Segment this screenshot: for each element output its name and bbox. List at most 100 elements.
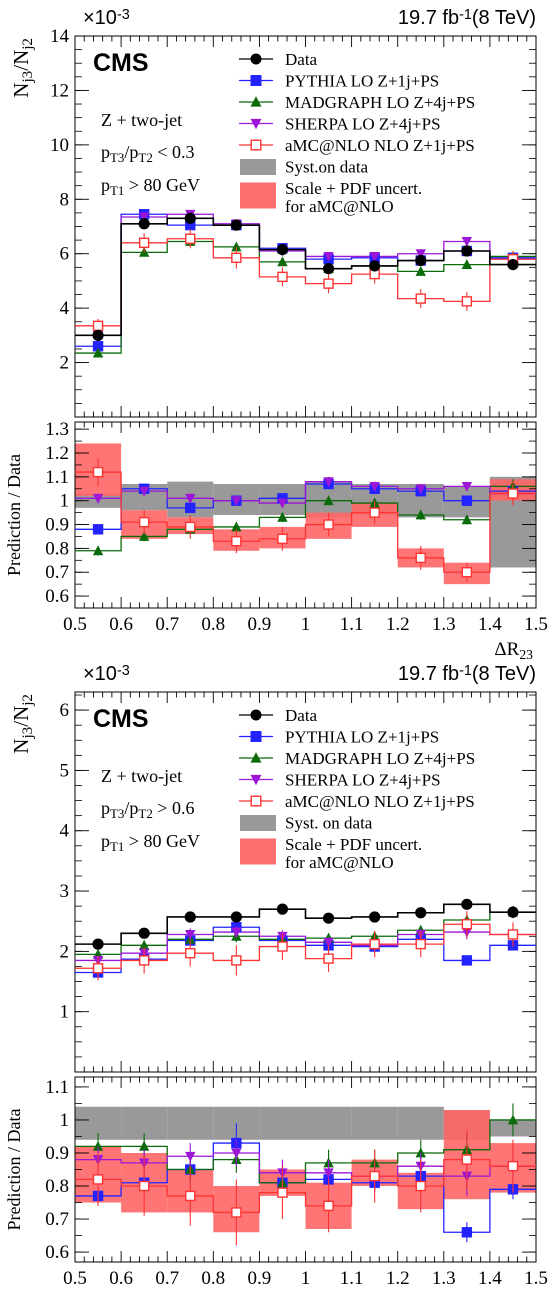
legend-marker-sherpa xyxy=(250,774,262,786)
sherpa-point xyxy=(461,237,473,247)
cut-p: p xyxy=(101,142,110,162)
axis-exponent: ×10-3 xyxy=(83,7,130,29)
pythia-point xyxy=(461,955,473,966)
y-tick-label: 1.2 xyxy=(45,443,69,464)
x-tick-label: 1.5 xyxy=(524,614,548,635)
syst-band xyxy=(305,1106,352,1140)
legend-label-amcnlo: aMC@NLO NLO Z+1j+PS xyxy=(285,136,475,155)
x-tick-label: 0.6 xyxy=(109,614,133,635)
y-tick-label: 0.7 xyxy=(45,562,69,583)
y-tick-label: 0.7 xyxy=(45,1209,69,1230)
amcnlo-point xyxy=(507,488,519,499)
ratio-cut-label: pT3/pT2 > 0.6 xyxy=(101,798,194,821)
x-tick-label: 0.7 xyxy=(155,614,179,635)
ylabel-sub: j2 xyxy=(20,694,36,707)
ylabel-div: /N xyxy=(9,706,33,727)
ylabel-n: N xyxy=(9,83,33,98)
bottom-main-panel: 1 2 3 4 5 6 ×10-3 19.7 fb-1(8 TeV) Nj3/Nj2 CMS Z +… xyxy=(9,663,537,1073)
x-tick-label: 1.1 xyxy=(340,614,364,635)
amcnlo-point xyxy=(185,1190,196,1202)
data-point xyxy=(184,212,196,224)
legend-swatch-scale_band xyxy=(240,838,276,865)
amcnlo-point xyxy=(92,1174,104,1185)
legend-label-syst: Syst. on data xyxy=(285,814,373,833)
x-tick-label: 0.9 xyxy=(248,1268,272,1289)
x-tick-label: 1 xyxy=(301,614,311,635)
data-point xyxy=(138,927,150,939)
data-point xyxy=(507,906,519,918)
y-axis-title: Nj3/Nj2 xyxy=(9,694,36,754)
amcnlo-histogram-line xyxy=(75,1158,536,1214)
y-tick-label: 2 xyxy=(60,353,70,374)
selection-label: Z + two-jet xyxy=(101,766,182,786)
cut-value: > 80 GeV xyxy=(124,175,200,195)
y-axis-title: Nj3/Nj2 xyxy=(9,38,36,98)
cms-label: CMS xyxy=(93,705,149,733)
cut-p: /p xyxy=(124,798,138,818)
legend-label-syst: Syst.on data xyxy=(285,158,369,177)
data-point xyxy=(276,903,289,915)
legend-label-scale_band: Scale + PDF uncert. xyxy=(285,835,422,854)
sherpa-point xyxy=(185,930,196,940)
madgraph-point xyxy=(277,511,288,522)
madgraph-point xyxy=(92,545,104,556)
sherpa-point xyxy=(231,496,242,507)
ylabel-sub: j3 xyxy=(20,727,36,740)
xlabel-sub: 23 xyxy=(519,647,533,662)
ratio-cut-label: pT3/pT2 < 0.3 xyxy=(101,142,194,165)
legend-label-sherpa: SHERPA LO Z+4j+PS xyxy=(285,771,441,790)
amcnlo-point xyxy=(415,938,426,950)
luminosity: 19.7 fb xyxy=(398,7,459,29)
lumi-label: 19.7 fb-1(8 TeV) xyxy=(398,7,536,29)
legend-label-pythia: PYTHIA LO Z+1j+PS xyxy=(285,728,439,747)
legend-label-data: Data xyxy=(285,706,318,725)
data-point xyxy=(92,329,104,341)
y-tick-label: 10 xyxy=(50,135,69,156)
amcnlo-point xyxy=(507,1160,519,1172)
sherpa-point xyxy=(185,1151,196,1162)
cut-sub: T2 xyxy=(138,150,152,165)
legend-marker-sherpa xyxy=(250,118,262,130)
amcnlo-point xyxy=(92,963,104,974)
luminosity: 19.7 fb xyxy=(398,663,459,685)
data-point xyxy=(322,263,335,275)
legend-swatch-syst xyxy=(240,159,276,175)
y-tick-label: 6 xyxy=(60,244,70,265)
amcnlo-histogram-line xyxy=(75,923,536,969)
x-tick-label: 1.2 xyxy=(386,1268,410,1289)
madgraph-point xyxy=(461,259,473,270)
y-tick-label: 0.6 xyxy=(45,586,69,607)
energy: (8 TeV) xyxy=(472,663,536,685)
cut-p: /p xyxy=(124,142,138,162)
amcnlo-point xyxy=(185,521,196,533)
amcnlo-point xyxy=(231,1207,242,1218)
amcnlo-point xyxy=(507,929,519,940)
amcnlo-point xyxy=(138,955,150,966)
amcnlo-point xyxy=(231,252,242,263)
y-tick-label: 2 xyxy=(60,941,70,962)
amcnlo-point xyxy=(323,519,334,530)
legend-swatch-syst xyxy=(240,815,276,831)
cut-p: p xyxy=(101,831,110,851)
legend-label-data: Data xyxy=(285,50,318,69)
cut-p: p xyxy=(101,175,110,195)
axis-exponent: ×10-3 xyxy=(83,663,130,685)
pythia-point xyxy=(92,341,104,352)
sherpa-point xyxy=(277,498,288,509)
sherpa-point xyxy=(138,212,150,223)
x-tick-label: 1.1 xyxy=(340,1268,364,1289)
data-point xyxy=(415,907,427,919)
data-point xyxy=(369,911,381,923)
data-point xyxy=(415,254,427,267)
amcnlo-point xyxy=(369,938,380,950)
madgraph-point xyxy=(415,1147,426,1158)
syst-band xyxy=(351,1106,398,1140)
madgraph-point xyxy=(415,509,426,520)
legend-label-scale_band-line2: for aMC@NLO xyxy=(285,197,394,216)
sherpa-point xyxy=(415,484,426,495)
data-point xyxy=(230,219,242,231)
amcnlo-point xyxy=(138,516,150,528)
data-point xyxy=(369,260,381,272)
x-tick-label: 0.9 xyxy=(248,614,272,635)
madgraph-point xyxy=(415,265,426,276)
